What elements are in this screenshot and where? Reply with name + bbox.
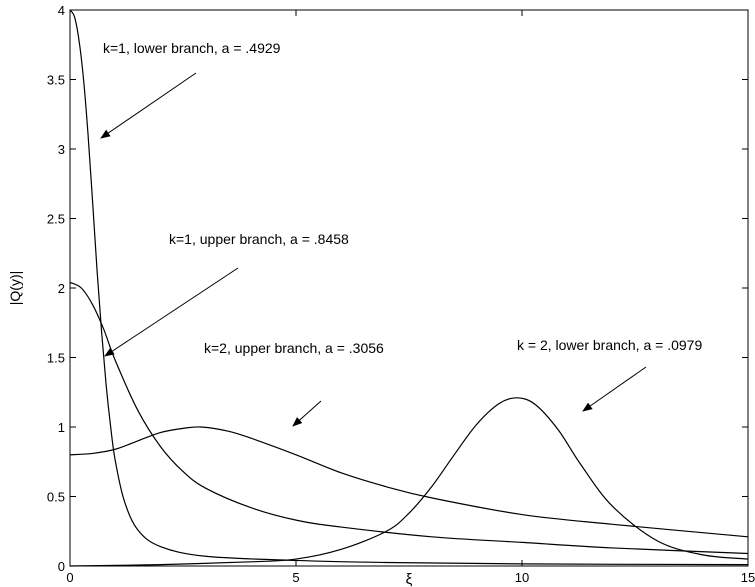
series-line-0 bbox=[69, 9, 749, 566]
annotation-label-0: k=1, lower branch, a = .4929 bbox=[103, 40, 281, 56]
y-tick-label: 1.5 bbox=[47, 351, 65, 366]
annotation-label-1: k=1, upper branch, a = .8458 bbox=[169, 231, 349, 247]
y-tick-label: 0 bbox=[58, 559, 65, 574]
series-line-3 bbox=[69, 397, 749, 567]
x-tick-label: 0 bbox=[66, 570, 73, 585]
y-tick-label: 2.5 bbox=[47, 212, 65, 227]
x-tick-label: 5 bbox=[292, 570, 299, 585]
annotation-arrow-1 bbox=[104, 267, 239, 357]
series-lines bbox=[69, 9, 749, 567]
x-axis-label: ξ bbox=[406, 571, 413, 587]
y-tick-label: 0.5 bbox=[47, 490, 65, 505]
plot-frame bbox=[69, 9, 749, 567]
y-tick-label: 3.5 bbox=[47, 73, 65, 88]
axis-ticks: 0 5 10 15 0 0.5 1 1.5 2 2.5 3 3.5 4 bbox=[47, 3, 755, 585]
series-line-1 bbox=[69, 281, 749, 555]
series-line-2 bbox=[69, 426, 749, 538]
y-tick-label: 4 bbox=[58, 3, 65, 18]
y-tick-label: 3 bbox=[58, 142, 65, 157]
x-tick-label: 15 bbox=[741, 570, 755, 585]
annotation-arrow-2 bbox=[292, 400, 322, 427]
y-tick-label: 2 bbox=[58, 281, 65, 296]
y-axis-label: |Q(y)| bbox=[7, 271, 23, 306]
annotation-arrow-0 bbox=[100, 72, 197, 139]
annotation-label-3: k = 2, lower branch, a = .0979 bbox=[517, 337, 702, 353]
x-tick-label: 10 bbox=[515, 570, 529, 585]
annotations: k=1, lower branch, a = .4929 k=1, upper b… bbox=[100, 40, 702, 427]
y-tick-label: 1 bbox=[58, 420, 65, 435]
annotation-arrow-3 bbox=[582, 366, 647, 412]
annotation-label-2: k=2, upper branch, a = .3056 bbox=[204, 340, 384, 356]
